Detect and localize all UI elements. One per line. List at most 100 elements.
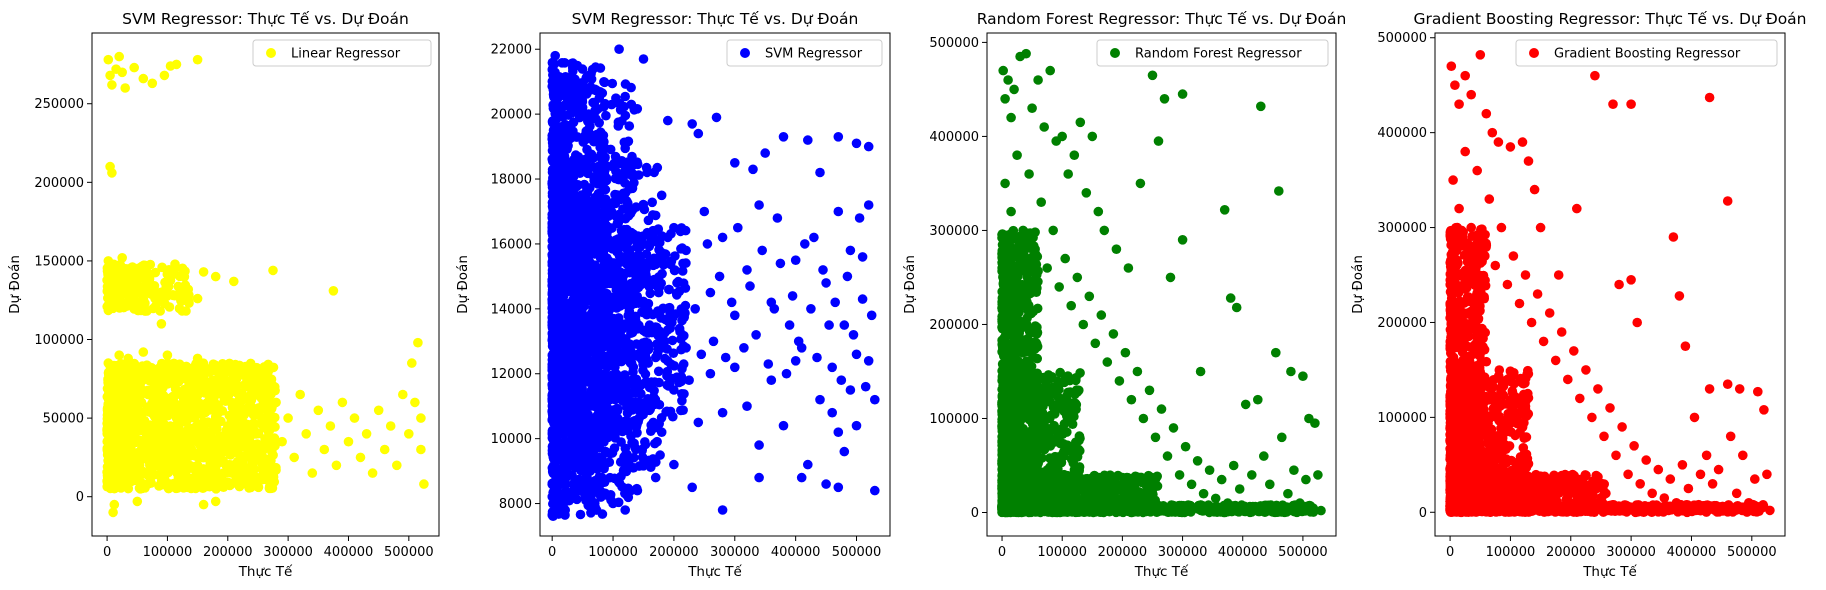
scatter-point — [681, 245, 691, 256]
scatter-point — [857, 294, 868, 304]
scatter-point — [599, 252, 610, 263]
scatter-point — [613, 117, 624, 127]
scatter-point — [126, 440, 136, 450]
scatter-point — [651, 457, 661, 467]
scatter-point — [657, 269, 667, 279]
scatter-point — [398, 389, 408, 400]
scatter-point — [790, 255, 801, 265]
scatter-point — [173, 281, 183, 292]
scatter-point — [120, 476, 130, 486]
scatter-point — [593, 104, 603, 114]
scatter-point — [180, 282, 191, 293]
y-tick-label: 150000 — [34, 254, 84, 269]
scatter-point — [693, 417, 704, 428]
scatter-point — [582, 456, 593, 466]
scatter-point — [833, 206, 844, 217]
scatter-point — [763, 359, 774, 369]
scatter-point — [647, 255, 658, 265]
scatter-point — [564, 494, 574, 504]
scatter-point — [662, 366, 673, 377]
scatter-point — [590, 348, 600, 358]
scatter-point — [235, 477, 245, 487]
scatter-point — [833, 132, 844, 142]
scatter-point — [192, 293, 203, 304]
scatter-point — [720, 352, 731, 363]
scatter-point — [589, 401, 599, 411]
scatter-point — [183, 374, 194, 384]
scatter-point — [549, 167, 559, 178]
scatter-point — [648, 227, 659, 238]
scatter-point — [129, 421, 139, 431]
scatter-point — [754, 472, 764, 483]
scatter-point — [597, 404, 607, 415]
y-tick-label: 12000 — [491, 367, 532, 382]
scatter-point — [665, 307, 675, 318]
scatter-point — [599, 77, 610, 88]
scatter-point — [210, 496, 221, 507]
scatter-point — [608, 261, 618, 272]
scatter-point — [198, 429, 209, 439]
scatter-point — [827, 362, 837, 373]
scatter-point — [803, 459, 813, 470]
scatter-point — [355, 452, 366, 463]
scatter-point — [612, 405, 623, 416]
scatter-point — [171, 482, 182, 492]
scatter-point — [577, 102, 588, 113]
x-tick-label: 0 — [103, 545, 111, 560]
scatter-point — [624, 121, 635, 131]
scatter-point — [559, 504, 569, 514]
scatter-point — [584, 226, 595, 237]
y-tick-label: 14000 — [491, 302, 532, 317]
scatter-point — [560, 386, 570, 397]
scatter-point — [416, 413, 426, 423]
scatter-point — [613, 347, 624, 358]
scatter-point — [660, 336, 670, 347]
scatter-point — [107, 168, 117, 178]
scatter-point — [592, 392, 603, 403]
scatter-point — [196, 438, 206, 448]
scatter-point — [264, 481, 275, 492]
scatter-point — [730, 310, 740, 321]
scatter-point — [195, 381, 206, 392]
scatter-point — [325, 421, 336, 431]
scatter-point — [563, 213, 574, 223]
scatter-point — [238, 441, 249, 452]
scatter-point — [103, 256, 114, 266]
scatter-point — [666, 359, 676, 369]
scatter-point — [593, 227, 603, 237]
subplot-svm-regressor: 0 100000 200000 300000 400000 500000800010000… — [455, 10, 891, 580]
scatter-point — [557, 58, 567, 68]
scatter-point — [596, 129, 606, 139]
scatter-point — [632, 271, 642, 281]
scatter-point — [105, 397, 115, 408]
scatter-point — [566, 168, 576, 179]
scatter-point — [584, 149, 595, 159]
scatter-point — [146, 478, 156, 488]
subplot-linear-regressor: 0 100000 200000 300000 400000 500000050000100… — [7, 10, 440, 580]
scatter-point — [596, 492, 606, 502]
scatter-point — [132, 496, 143, 507]
scatter-point — [583, 71, 593, 81]
scatter-point — [636, 388, 646, 399]
scatter-point — [803, 135, 813, 145]
y-tick-label: 22000 — [491, 43, 532, 58]
scatter-point — [684, 375, 694, 386]
scatter-point — [582, 187, 593, 198]
scatter-point — [138, 347, 149, 357]
chart-title: SVM Regressor: Thực Tế vs. Dự Đoán — [122, 10, 409, 28]
scatter-point — [549, 278, 559, 288]
scatter-point — [169, 264, 179, 275]
scatter-point — [108, 460, 118, 471]
legend-marker — [740, 48, 750, 58]
scatter-point — [156, 460, 167, 471]
scatter-point — [585, 121, 595, 131]
scatter-point — [547, 134, 557, 144]
scatter-point — [592, 383, 603, 393]
scatter-point — [745, 281, 755, 291]
scatter-point — [778, 420, 789, 431]
scatter-point — [126, 284, 136, 295]
scatter-point — [650, 394, 661, 405]
scatter-point — [126, 389, 136, 400]
scatter-point — [159, 397, 170, 408]
scatter-point — [162, 278, 173, 288]
